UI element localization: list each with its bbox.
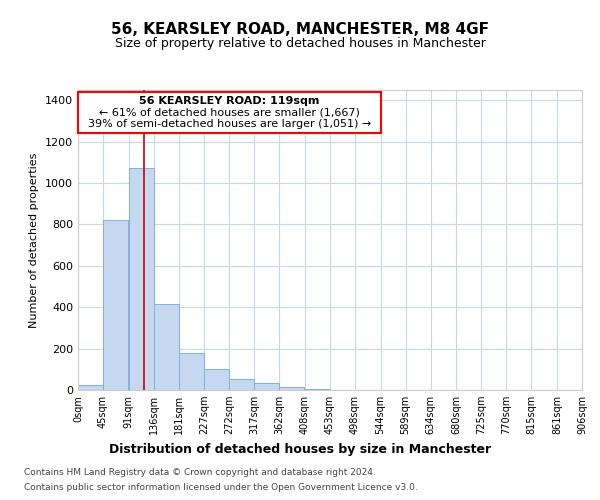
Bar bbox=[154, 304, 179, 390]
Text: Contains public sector information licensed under the Open Government Licence v3: Contains public sector information licen… bbox=[24, 483, 418, 492]
Bar bbox=[280, 387, 304, 390]
Text: Size of property relative to detached houses in Manchester: Size of property relative to detached ho… bbox=[115, 38, 485, 51]
Text: Contains HM Land Registry data © Crown copyright and database right 2024.: Contains HM Land Registry data © Crown c… bbox=[24, 468, 376, 477]
Bar bbox=[204, 370, 229, 390]
Bar bbox=[103, 220, 128, 390]
Text: 56 KEARSLEY ROAD: 119sqm: 56 KEARSLEY ROAD: 119sqm bbox=[139, 96, 319, 106]
Text: 56, KEARSLEY ROAD, MANCHESTER, M8 4GF: 56, KEARSLEY ROAD, MANCHESTER, M8 4GF bbox=[111, 22, 489, 38]
Y-axis label: Number of detached properties: Number of detached properties bbox=[29, 152, 40, 328]
Bar bbox=[78, 385, 103, 390]
Text: ← 61% of detached houses are smaller (1,667): ← 61% of detached houses are smaller (1,… bbox=[99, 108, 360, 118]
Bar bbox=[254, 383, 280, 390]
Bar bbox=[229, 378, 254, 390]
Text: 39% of semi-detached houses are larger (1,051) →: 39% of semi-detached houses are larger (… bbox=[88, 119, 371, 129]
Bar bbox=[305, 389, 330, 390]
Bar bbox=[128, 168, 154, 390]
Text: Distribution of detached houses by size in Manchester: Distribution of detached houses by size … bbox=[109, 442, 491, 456]
Bar bbox=[78, 92, 380, 134]
Bar bbox=[179, 353, 204, 390]
